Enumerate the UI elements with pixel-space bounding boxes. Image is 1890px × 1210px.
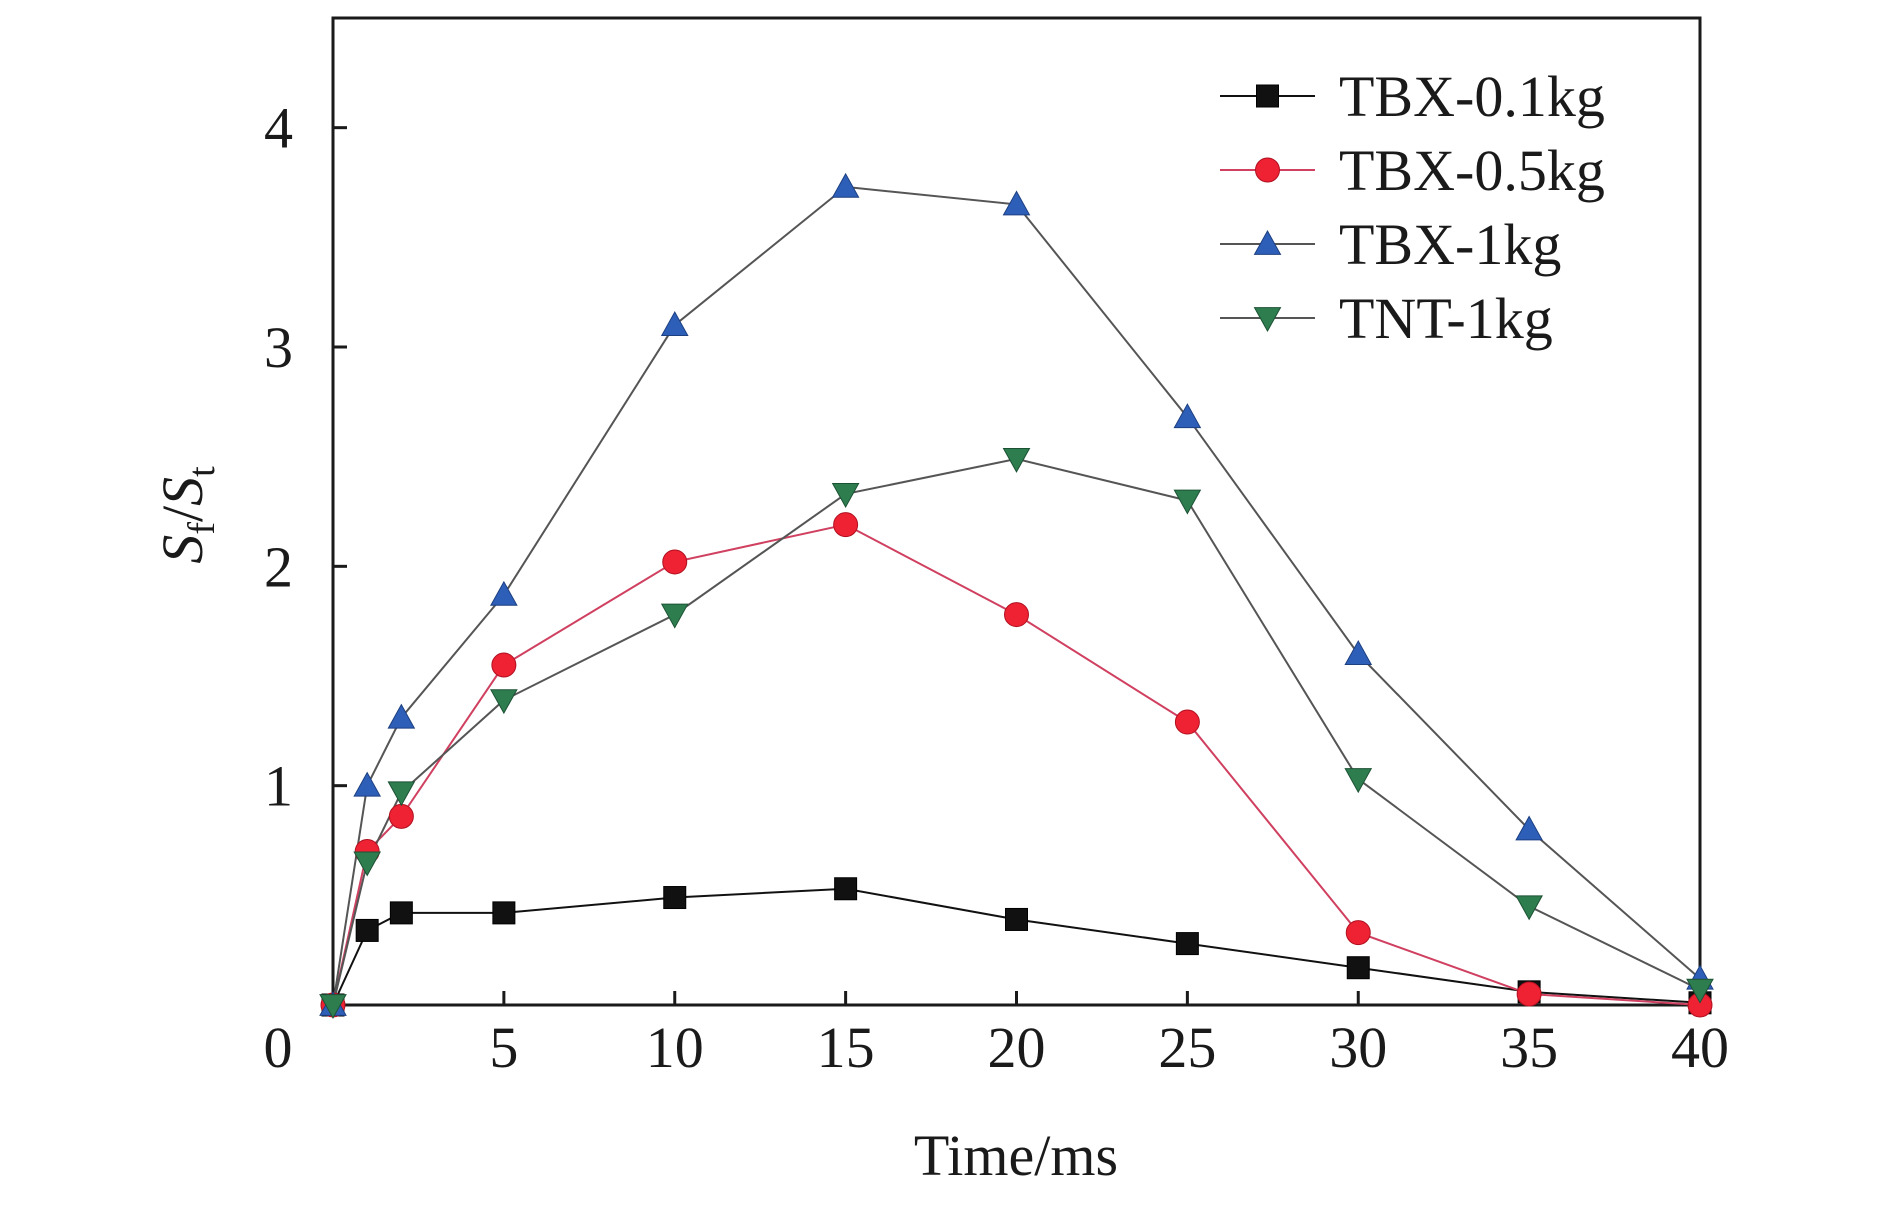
data-point <box>1002 447 1031 473</box>
data-point <box>831 483 860 508</box>
x-axis-title: Time/ms <box>914 1123 1118 1188</box>
legend-marker <box>1253 307 1282 333</box>
data-point <box>1173 403 1202 429</box>
legend-label: TBX-1kg <box>1339 212 1561 277</box>
y-tick-label: 2 <box>264 534 293 599</box>
data-point <box>492 901 516 925</box>
series-TBX-0.5kg <box>332 523 1701 1006</box>
y-tick-label: 1 <box>264 754 293 819</box>
data-point <box>319 994 347 1020</box>
data-point <box>662 549 688 575</box>
series-layer <box>319 172 1714 1020</box>
data-point <box>491 652 517 678</box>
series-line <box>332 523 1701 1006</box>
data-point <box>1344 640 1373 665</box>
data-point <box>490 689 518 715</box>
data-point <box>1686 978 1714 1004</box>
data-point <box>1175 932 1199 956</box>
plot-area: 0 5 10 15 20 25 30 35 40 1 2 3 4 <box>264 16 1729 1080</box>
data-point <box>660 603 689 629</box>
x-tick-label: 20 <box>988 1015 1046 1080</box>
x-tick-label: 10 <box>646 1015 704 1080</box>
data-point <box>660 311 689 336</box>
data-point <box>1516 981 1542 1007</box>
y-axis-ticks: 1 2 3 4 <box>264 96 347 819</box>
x-tick-label: 5 <box>489 1015 518 1080</box>
x-tick-label: 35 <box>1500 1015 1558 1080</box>
series-markers-TNT-1kg <box>319 447 1714 1020</box>
data-point <box>1174 709 1200 735</box>
legend: TBX-0.1kg TBX-0.5kg TBX-1kg TNT-1kg <box>1220 64 1605 351</box>
data-point <box>663 886 687 910</box>
x-tick-label: 15 <box>817 1015 875 1080</box>
data-point <box>1004 602 1029 628</box>
series-TBX-0.1kg <box>332 887 1701 1006</box>
legend-item: TBX-0.5kg <box>1220 138 1605 203</box>
legend-label: TBX-0.1kg <box>1339 64 1605 129</box>
data-point <box>389 901 413 925</box>
data-point <box>1173 489 1202 515</box>
x-axis-ticks: 0 5 10 15 20 25 30 35 40 <box>264 991 1729 1080</box>
data-point <box>1515 815 1543 841</box>
x-tick-label: 30 <box>1329 1015 1387 1080</box>
x-tick-label: 25 <box>1158 1015 1216 1080</box>
series-markers-TBX-0.5kg <box>320 512 1713 1018</box>
data-point <box>1005 907 1028 931</box>
data-point <box>353 771 382 797</box>
legend-marker <box>1253 229 1282 255</box>
data-point <box>831 172 860 198</box>
legend-item: TBX-0.1kg <box>1220 64 1605 129</box>
legend-item: TBX-1kg <box>1220 212 1561 277</box>
data-point <box>353 851 382 877</box>
y-tick-label: 4 <box>264 96 293 161</box>
data-point <box>387 703 416 729</box>
data-point <box>355 918 379 942</box>
x-tick-label: 0 <box>264 1015 293 1080</box>
series-line <box>332 887 1701 1006</box>
legend-label: TBX-0.5kg <box>1339 138 1605 203</box>
data-point <box>387 781 416 807</box>
data-point <box>834 877 858 901</box>
data-point <box>1002 190 1031 216</box>
legend-marker <box>1255 157 1280 183</box>
legend-label: TNT-1kg <box>1339 286 1553 351</box>
legend-marker <box>1256 84 1279 108</box>
data-point <box>388 803 414 829</box>
data-point <box>1344 768 1373 794</box>
y-axis-title: Sf/St <box>150 466 223 564</box>
y-tick-label: 3 <box>264 315 293 380</box>
data-point <box>1346 956 1370 980</box>
x-tick-label: 40 <box>1671 1015 1729 1080</box>
legend-item: TNT-1kg <box>1220 286 1553 351</box>
data-point <box>490 580 518 606</box>
data-point <box>1345 920 1371 946</box>
data-point <box>833 512 859 538</box>
data-point <box>1515 895 1543 921</box>
